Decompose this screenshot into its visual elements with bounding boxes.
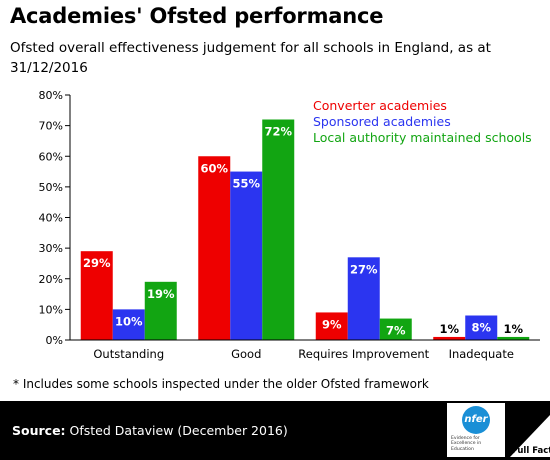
y-tick-label: 70% <box>39 120 63 133</box>
bar-value-label: 9% <box>322 317 342 331</box>
y-axis: 0% 10% 20% 30% 40% 50% 60% 70% 80% <box>39 89 71 347</box>
bar <box>497 336 530 340</box>
source-text: Ofsted Dataview (December 2016) <box>69 423 288 438</box>
legend-entry: Local authority maintained schools <box>313 130 532 145</box>
bar <box>465 315 498 340</box>
x-tick-label: Requires Improvement <box>298 347 429 361</box>
nfer-logo-tagline: Evidence for Excellence in Education <box>451 436 482 452</box>
y-tick-label: 60% <box>39 150 63 163</box>
bar-value-label: 1% <box>439 322 459 336</box>
footnote: * Includes some schools inspected under … <box>13 377 429 391</box>
y-tick-label: 80% <box>39 89 63 102</box>
y-tick-label: 0% <box>46 334 63 347</box>
chart-title: Academies' Ofsted performance <box>10 4 384 28</box>
bar-value-label: 8% <box>471 321 491 335</box>
bar <box>262 119 295 340</box>
bar <box>144 281 177 340</box>
y-tick-label: 10% <box>39 303 63 316</box>
fullfact-logo: Full Fact <box>510 415 550 457</box>
bar <box>347 257 380 340</box>
x-tick-label: Outstanding <box>93 347 164 361</box>
bars: 29% 10% 19% 60% 55% 72% 9% 27% 7% 1% 8% 1% <box>80 119 530 340</box>
bar <box>315 312 348 340</box>
y-tick-label: 40% <box>39 212 63 225</box>
bar-value-label: 7% <box>386 324 406 338</box>
source-line: Source: Ofsted Dataview (December 2016) <box>12 423 288 438</box>
bar <box>433 336 466 340</box>
legend-entry: Sponsored academies <box>313 114 451 129</box>
x-tick-label: Good <box>231 347 261 361</box>
bar <box>379 318 412 340</box>
bar <box>80 251 113 340</box>
bar-chart: 0% 10% 20% 30% 40% 50% 60% 70% 80% 29% 10% 19% 60% 5… <box>39 89 540 361</box>
source-label: Source: <box>12 423 66 438</box>
bar-value-label: 60% <box>200 161 228 175</box>
bar-value-label: 10% <box>115 314 143 328</box>
bar-value-label: 27% <box>350 262 378 276</box>
y-tick-label: 30% <box>39 242 63 255</box>
bar <box>112 309 145 340</box>
x-axis: Outstanding Good Requires Improvement Inade… <box>70 339 540 361</box>
fullfact-logo-text: Full Fact <box>512 446 550 456</box>
bar-value-label: 1% <box>503 322 523 336</box>
nfer-logo-mark: nfer <box>462 406 490 434</box>
bar-value-label: 29% <box>83 256 111 270</box>
bar-value-label: 19% <box>147 287 175 301</box>
bar-value-label: 55% <box>232 177 260 191</box>
chart-subtitle: Ofsted overall effectiveness judgement f… <box>10 40 491 76</box>
footer-bar: Source: Ofsted Dataview (December 2016) … <box>0 401 550 460</box>
x-tick-label: Inadequate <box>449 347 514 361</box>
y-tick-label: 50% <box>39 181 63 194</box>
fullfact-logo-mark <box>510 415 550 457</box>
y-tick-label: 20% <box>39 273 63 286</box>
bar-value-label: 72% <box>264 125 292 139</box>
legend-entry: Converter academies <box>313 98 447 113</box>
nfer-logo: nfer Evidence for Excellence in Educatio… <box>447 403 505 457</box>
bar <box>230 171 263 340</box>
bar <box>198 156 231 340</box>
